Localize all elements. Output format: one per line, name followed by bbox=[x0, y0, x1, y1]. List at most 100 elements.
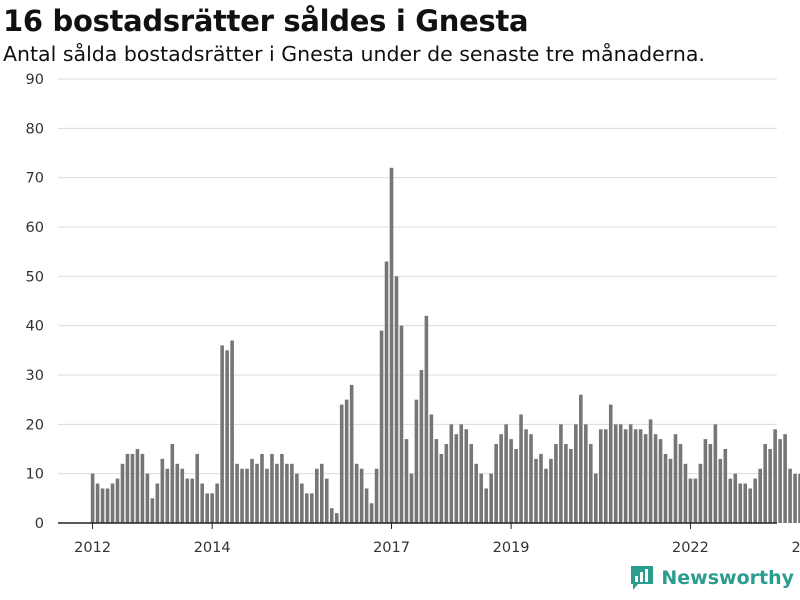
bar bbox=[648, 419, 653, 523]
bar bbox=[305, 493, 309, 523]
bar bbox=[125, 453, 130, 523]
bar bbox=[773, 429, 777, 523]
bar bbox=[384, 261, 389, 523]
bar bbox=[310, 493, 314, 523]
bar bbox=[359, 468, 364, 523]
bar bbox=[499, 434, 503, 523]
bar bbox=[793, 473, 797, 523]
bar bbox=[349, 384, 354, 523]
bar bbox=[225, 350, 229, 523]
bar bbox=[439, 453, 444, 523]
bar bbox=[554, 444, 558, 523]
bar bbox=[399, 325, 404, 523]
bar bbox=[324, 478, 329, 523]
y-tick-label: 70 bbox=[26, 171, 44, 187]
bar bbox=[245, 468, 249, 523]
x-tick-label: 2017 bbox=[373, 540, 410, 556]
x-tick-label: 2019 bbox=[493, 540, 530, 556]
bar bbox=[708, 444, 713, 523]
bar bbox=[374, 468, 379, 523]
bar bbox=[290, 463, 294, 523]
bar bbox=[120, 463, 125, 523]
bars bbox=[90, 167, 800, 524]
bar bbox=[314, 468, 319, 523]
bar bbox=[638, 429, 643, 523]
bar bbox=[334, 513, 339, 523]
bar bbox=[663, 453, 668, 523]
bar bbox=[449, 424, 454, 523]
bar bbox=[424, 315, 429, 523]
bar bbox=[678, 444, 683, 523]
bar bbox=[698, 463, 703, 523]
bar bbox=[230, 340, 234, 523]
bar bbox=[295, 473, 299, 523]
x-axis: 2012 2014 2017 2019 2022 2024 bbox=[58, 522, 800, 556]
bar bbox=[145, 473, 150, 523]
bar bbox=[409, 473, 414, 523]
bar bbox=[574, 424, 578, 523]
bar bbox=[763, 444, 767, 523]
bar bbox=[105, 488, 110, 523]
bar bbox=[444, 444, 449, 523]
bar bbox=[394, 276, 399, 523]
bar bbox=[285, 463, 289, 523]
bar bbox=[564, 444, 568, 523]
bar bbox=[494, 444, 498, 523]
bar bbox=[603, 429, 608, 523]
bar bbox=[220, 345, 224, 523]
bar bbox=[613, 424, 618, 523]
bar bbox=[329, 508, 334, 523]
bar bbox=[618, 424, 623, 523]
bar bbox=[100, 488, 105, 523]
bar bbox=[673, 434, 678, 523]
y-tick-label: 60 bbox=[26, 220, 44, 236]
bar bbox=[643, 434, 648, 523]
bar bbox=[579, 394, 583, 523]
bar bbox=[170, 444, 175, 523]
bar bbox=[115, 478, 120, 523]
bar bbox=[429, 414, 434, 523]
bar bbox=[155, 483, 160, 523]
bar bbox=[404, 439, 409, 523]
gridlines bbox=[58, 78, 777, 475]
bar bbox=[788, 468, 792, 523]
bar bbox=[623, 429, 628, 523]
bar bbox=[240, 468, 244, 523]
bar bbox=[210, 493, 214, 523]
x-tick-label: 2024 bbox=[792, 540, 800, 556]
bar bbox=[205, 493, 209, 523]
bar bbox=[733, 473, 738, 523]
bar bbox=[484, 488, 488, 523]
y-tick-label: 10 bbox=[26, 467, 44, 483]
bar bbox=[738, 483, 743, 523]
bar bbox=[688, 478, 693, 523]
y-tick-label: 80 bbox=[26, 121, 44, 137]
bar bbox=[753, 478, 758, 523]
bar bbox=[235, 463, 239, 523]
bar bbox=[559, 424, 563, 523]
bar bbox=[200, 483, 204, 523]
bar bbox=[693, 478, 698, 523]
bar bbox=[668, 458, 673, 523]
bar bbox=[354, 463, 359, 523]
bar bbox=[454, 434, 459, 523]
bar bbox=[758, 468, 762, 523]
bar bbox=[713, 424, 718, 523]
y-tick-label: 50 bbox=[26, 269, 44, 285]
bar bbox=[130, 453, 135, 523]
y-tick-label: 30 bbox=[26, 368, 44, 384]
bar bbox=[723, 449, 728, 523]
bar bbox=[514, 449, 518, 523]
bar bbox=[628, 424, 633, 523]
bar bbox=[110, 483, 115, 523]
bar bbox=[434, 439, 439, 523]
bar bbox=[469, 444, 474, 523]
bar bbox=[389, 167, 394, 524]
bar bbox=[135, 449, 140, 523]
chart-title: 16 bostadsrätter såldes i Gnesta bbox=[3, 4, 529, 38]
bar bbox=[175, 463, 180, 523]
bar bbox=[474, 463, 479, 523]
bar bbox=[419, 370, 424, 523]
bar bbox=[270, 453, 274, 523]
